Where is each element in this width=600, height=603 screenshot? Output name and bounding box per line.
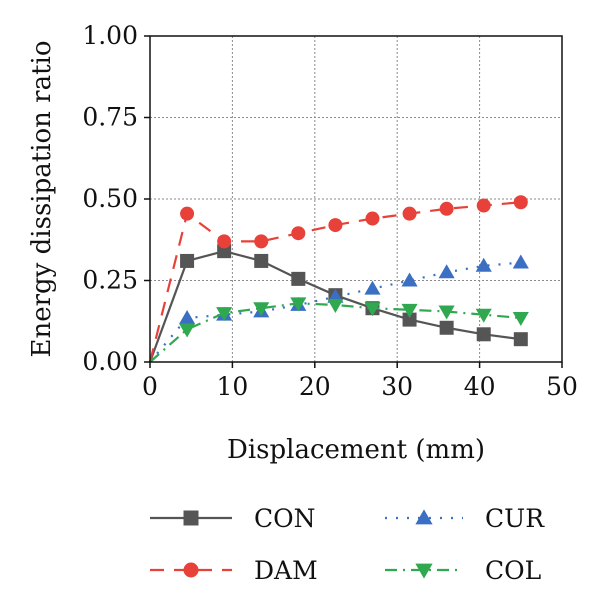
data-point-col: [475, 308, 492, 323]
data-point-con: [217, 244, 232, 259]
legend-item-col: COL: [385, 556, 541, 585]
legend-marker: [183, 562, 199, 578]
legend: CON CUR DAM COL: [150, 504, 545, 585]
data-point-col: [179, 323, 196, 338]
legend-label: CON: [254, 504, 316, 533]
y-axis-title: Energy dissipation ratio: [27, 40, 57, 357]
data-point-dam: [254, 234, 269, 249]
legend-label: DAM: [254, 556, 318, 585]
x-axis-title: Displacement (mm): [227, 435, 485, 465]
data-point-dam: [291, 226, 306, 241]
x-tick-label: 10: [216, 372, 248, 401]
axis-ticks: 0 10 20 30 40 50 0.00 0.25 0.50 0.75 1.00: [82, 21, 578, 401]
data-point-con: [402, 312, 417, 327]
y-tick-label: 0.75: [82, 103, 138, 132]
data-point-cur: [512, 254, 529, 269]
data-point-con: [254, 253, 269, 268]
data-point-cur: [179, 309, 196, 324]
data-point-col: [290, 297, 307, 312]
x-tick-label: 20: [299, 372, 331, 401]
grid-lines: [150, 36, 562, 362]
x-tick-label: 40: [464, 372, 496, 401]
y-tick-label: 0.00: [82, 347, 138, 376]
x-tick-label: 50: [546, 372, 578, 401]
legend-item-con: CON: [150, 504, 316, 533]
data-point-col: [512, 312, 529, 327]
data-point-con: [291, 271, 306, 286]
data-point-dam: [217, 234, 232, 249]
data-point-cur: [475, 257, 492, 272]
data-point-dam: [439, 201, 454, 216]
data-point-dam: [513, 195, 528, 210]
y-tick-label: 0.25: [82, 266, 138, 295]
legend-label: COL: [485, 556, 541, 585]
data-point-col: [438, 305, 455, 320]
data-point-cur: [364, 280, 381, 295]
data-point-col: [364, 302, 381, 317]
data-point-cur: [401, 272, 418, 287]
legend-item-cur: CUR: [385, 504, 545, 533]
data-point-dam: [328, 218, 343, 233]
y-tick-label: 0.50: [82, 184, 138, 213]
legend-marker: [415, 563, 433, 579]
x-tick-label: 0: [142, 372, 158, 401]
series-layer: [148, 195, 529, 363]
data-point-con: [180, 253, 195, 268]
data-point-dam: [180, 206, 195, 221]
data-point-col: [401, 303, 418, 318]
data-point-col: [216, 307, 233, 322]
data-point-dam: [476, 198, 491, 213]
data-point-con: [439, 320, 454, 335]
legend-item-dam: DAM: [150, 556, 318, 585]
data-point-col: [253, 302, 270, 317]
data-point-con: [476, 327, 491, 342]
data-point-con: [513, 332, 528, 347]
x-tick-label: 30: [381, 372, 413, 401]
series-dam: [148, 195, 528, 363]
data-point-col: [327, 299, 344, 313]
legend-marker: [415, 509, 433, 525]
data-point-dam: [402, 206, 417, 221]
legend-marker: [183, 510, 199, 526]
series-col: [149, 297, 529, 363]
legend-label: CUR: [485, 504, 545, 533]
data-point-dam: [365, 211, 380, 226]
data-point-cur: [438, 264, 455, 279]
y-tick-label: 1.00: [82, 21, 138, 50]
series-cur: [149, 254, 529, 363]
